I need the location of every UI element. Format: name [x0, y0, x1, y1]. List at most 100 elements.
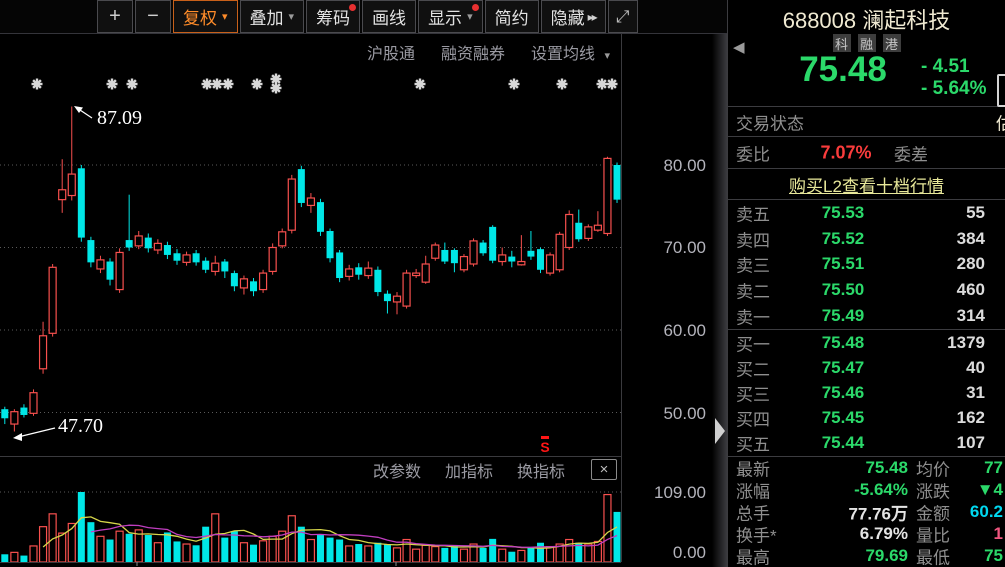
stock-name: 澜起科技: [862, 8, 951, 33]
y-axis-tick: 80.00: [663, 156, 706, 175]
stock-tags: 科 融 港: [728, 34, 1005, 52]
buy-volume: 107: [956, 433, 985, 453]
overlay-label: 叠加: [249, 9, 284, 28]
sell-volume: 384: [956, 228, 985, 248]
panel-divider: [712, 34, 727, 567]
gridlines: [0, 164, 621, 457]
ma-setting-link[interactable]: 设置均线 ▾: [531, 40, 610, 64]
edge-button[interactable]: [997, 74, 1005, 107]
stat-value: 75: [984, 546, 1003, 565]
sell-row[interactable]: 卖五 75.53 55: [728, 200, 1005, 226]
buy-row[interactable]: 买五 75.44 107: [728, 431, 1005, 456]
hide-button[interactable]: 隐藏 ▸▸: [540, 0, 606, 33]
svg-text:S: S: [540, 439, 549, 455]
buy-l2-link[interactable]: 购买L2查看十档行情: [789, 176, 944, 196]
tag-star-market: 科: [832, 34, 851, 52]
draw-line-label: 画线: [372, 9, 407, 28]
close-subchart-button[interactable]: ×: [591, 459, 617, 480]
trade-status-value: 估: [996, 109, 1005, 134]
stat-label: 量比: [916, 526, 950, 546]
hgt-link[interactable]: 沪股通: [366, 46, 415, 63]
sell-row[interactable]: 卖四 75.52 384: [728, 226, 1005, 252]
sell-price: 75.49: [821, 306, 865, 326]
sell-price: 75.51: [821, 254, 865, 274]
simple-mode-label: 简约: [494, 9, 529, 28]
buy-order-book: 买一 75.48 1379 买二 75.47 40 买三 75.46 31 买四 75.45 162 买…: [728, 330, 1005, 457]
hide-label: 隐藏: [550, 9, 585, 28]
dividend-event-icons: [31, 73, 618, 94]
zoom-in-button[interactable]: +: [97, 0, 133, 33]
stock-title: 688008 澜起科技: [728, 3, 1005, 35]
display-label: 显示: [428, 9, 463, 28]
sell-row[interactable]: 卖一 75.49 314: [728, 303, 1005, 329]
chips-label: 筹码: [316, 9, 351, 28]
quote-header: ◀ 688008 澜起科技 科 融 港 75.48 - 4.51 - 5.64%: [728, 0, 1005, 107]
trade-status-label: 交易状态: [736, 114, 804, 133]
buy-row[interactable]: 买四 75.45 162: [728, 406, 1005, 431]
caret-down-icon: ▾: [467, 11, 473, 23]
svg-text:87.09: 87.09: [97, 107, 142, 129]
display-button[interactable]: 显示 ▾: [418, 0, 483, 33]
stat-label: 换手*: [736, 526, 777, 546]
add-indicator-link[interactable]: 加指标: [444, 463, 493, 481]
stat-label: 最低: [916, 548, 950, 567]
sell-level-label: 卖三: [736, 256, 770, 276]
stat-label: 涨幅: [736, 482, 770, 502]
fullscreen-icon: ⤢: [615, 6, 630, 26]
margin-trading-link[interactable]: 融资融券: [440, 46, 505, 63]
weibi-row: 委比 7.07% 委差: [728, 137, 1005, 169]
draw-line-button[interactable]: 画线: [362, 0, 417, 33]
sell-price: 75.53: [821, 202, 865, 222]
volume-ma-lines: [42, 516, 618, 550]
buy-row[interactable]: 买三 75.46 31: [728, 380, 1005, 405]
candles: [1, 106, 621, 432]
sell-row[interactable]: 卖三 75.51 280: [728, 252, 1005, 278]
stat-value: 77: [984, 458, 1003, 477]
volume-bars: [1, 492, 621, 563]
stat-label: 涨跌: [916, 482, 950, 502]
simple-mode-button[interactable]: 简约: [484, 0, 539, 33]
switch-indicator-link[interactable]: 换指标: [516, 463, 565, 481]
buy-price: 75.47: [821, 357, 865, 377]
fullscreen-button[interactable]: ⤢: [607, 0, 638, 33]
notification-dot-icon: [471, 4, 479, 11]
buy-volume: 1379: [947, 332, 985, 352]
weicha-label: 委差: [894, 145, 928, 164]
l2-promo-row: 购买L2查看十档行情: [728, 169, 1005, 200]
buy-price: 75.44: [821, 433, 865, 453]
candlestick-chart[interactable]: 87.09 47.70 S: [0, 34, 622, 457]
stat-label: 最新: [736, 460, 770, 480]
price-change: - 4.51 - 5.64%: [921, 56, 986, 100]
sell-level-label: 卖二: [736, 282, 770, 302]
sell-volume: 314: [956, 306, 985, 326]
adjust-price-button[interactable]: 复权 ▾: [173, 0, 238, 33]
overlay-button[interactable]: 叠加 ▾: [239, 0, 305, 33]
buy-row[interactable]: 买一 75.48 1379: [728, 330, 1005, 355]
y-axis-tick: 50.00: [663, 404, 706, 423]
sell-volume: 280: [956, 254, 985, 274]
caret-down-icon: ▾: [604, 50, 610, 62]
stock-code: 688008: [782, 8, 857, 33]
dividend-s-marker: S: [540, 436, 550, 455]
back-arrow-icon[interactable]: ◀: [733, 39, 745, 56]
stats-grid: 最新 75.48 均价 77 涨幅 -5.64% 涨跌 ▼4 总手 77.76万 金额 60.2 换手*…: [728, 457, 1005, 567]
panel-collapse-handle[interactable]: [715, 418, 725, 444]
zoom-out-button[interactable]: −: [135, 0, 171, 33]
buy-row[interactable]: 买二 75.47 40: [728, 355, 1005, 380]
stats-row: 涨幅 -5.64% 涨跌 ▼4: [728, 479, 1005, 502]
edit-param-link[interactable]: 改参数: [372, 463, 421, 481]
buy-price: 75.46: [821, 383, 865, 402]
sell-level-label: 卖四: [736, 231, 770, 251]
stat-value: 6.79%: [859, 524, 908, 543]
volume-chart[interactable]: [0, 480, 622, 567]
sell-row[interactable]: 卖二 75.50 460: [728, 277, 1005, 303]
buy-price: 75.48: [821, 332, 865, 352]
buy-level-label: 买二: [736, 360, 770, 380]
chips-button[interactable]: 筹码: [306, 0, 361, 33]
stat-value: 75.48: [865, 458, 908, 477]
sell-price: 75.52: [821, 228, 865, 248]
buy-level-label: 买五: [736, 435, 770, 455]
adjust-price-label: 复权: [183, 9, 217, 28]
buy-level-label: 买三: [736, 385, 770, 405]
stats-row: 最新 75.48 均价 77: [728, 457, 1005, 480]
